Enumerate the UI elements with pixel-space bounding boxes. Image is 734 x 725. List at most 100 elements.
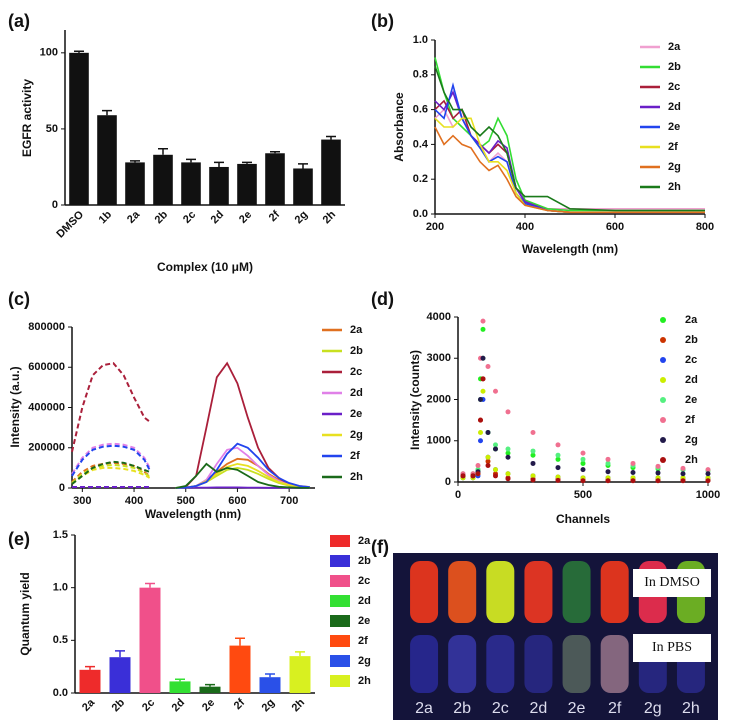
caption: In DMSO bbox=[644, 575, 700, 590]
legend-label: 2e bbox=[685, 394, 697, 406]
point bbox=[630, 460, 636, 466]
point bbox=[580, 467, 586, 473]
x-tick-label: 2a bbox=[125, 208, 143, 226]
x-tick-label: 600 bbox=[228, 495, 246, 507]
error-bar bbox=[242, 161, 252, 164]
line bbox=[434, 57, 705, 212]
bar bbox=[229, 645, 251, 693]
caption-box bbox=[633, 634, 711, 662]
x-axis-label: Channels bbox=[556, 512, 610, 526]
x-tick-label: 500 bbox=[574, 489, 592, 501]
point bbox=[493, 473, 498, 479]
x-tick-label: 2f bbox=[267, 208, 283, 224]
point bbox=[530, 452, 536, 458]
line bbox=[434, 65, 705, 212]
line bbox=[434, 108, 705, 210]
error-bar bbox=[265, 673, 275, 678]
error-bar bbox=[326, 135, 336, 140]
point bbox=[480, 355, 486, 361]
tube bbox=[410, 635, 439, 693]
y-tick-label: 0 bbox=[445, 476, 451, 488]
tube bbox=[562, 635, 591, 693]
legend-label: 2f bbox=[358, 635, 368, 647]
point bbox=[505, 409, 511, 415]
bar bbox=[199, 686, 221, 693]
legend-label: 2d bbox=[668, 101, 681, 113]
x-tick-label: 1b bbox=[97, 208, 115, 226]
emission-line bbox=[175, 442, 310, 489]
legend-label: 2e bbox=[668, 121, 680, 133]
y-axis-label: Quantum yield bbox=[18, 572, 32, 655]
x-tick-label: 2g bbox=[293, 209, 311, 227]
line bbox=[434, 90, 705, 214]
tube bbox=[524, 635, 553, 693]
y-tick-label: 1.5 bbox=[53, 529, 68, 541]
point bbox=[485, 430, 491, 435]
bar bbox=[209, 166, 229, 205]
point bbox=[478, 438, 483, 444]
x-tick-label: 2c bbox=[181, 209, 198, 226]
line bbox=[434, 126, 705, 214]
point bbox=[555, 465, 561, 471]
error-bar bbox=[74, 50, 84, 53]
legend-label: 2b bbox=[350, 345, 363, 357]
y-tick-label: 3000 bbox=[427, 352, 451, 364]
point bbox=[478, 397, 483, 402]
x-tick-label: 500 bbox=[177, 495, 195, 507]
y-tick-label: 100 bbox=[40, 47, 58, 59]
point bbox=[460, 473, 466, 479]
error-bar bbox=[186, 158, 196, 163]
legend-label: 2d bbox=[685, 374, 698, 386]
point bbox=[485, 458, 491, 464]
legend-label: 2c bbox=[358, 575, 370, 587]
x-tick-label: 200 bbox=[426, 221, 444, 233]
point bbox=[530, 430, 536, 435]
point bbox=[680, 465, 686, 471]
panel-label: (e) bbox=[8, 529, 30, 549]
x-tick-label: 2a bbox=[80, 696, 98, 714]
tube bbox=[562, 561, 591, 623]
legend-swatch bbox=[660, 357, 666, 363]
point bbox=[630, 478, 636, 484]
emission-line bbox=[175, 462, 310, 489]
bar bbox=[153, 154, 173, 205]
point bbox=[555, 477, 561, 483]
error-bar bbox=[270, 150, 280, 154]
point bbox=[475, 463, 481, 468]
legend-swatch bbox=[330, 675, 350, 687]
point bbox=[530, 473, 536, 479]
bar bbox=[293, 168, 313, 205]
x-tick-label: 0 bbox=[455, 489, 461, 501]
line bbox=[434, 82, 705, 214]
point bbox=[630, 470, 636, 476]
error-bar bbox=[145, 582, 155, 588]
point bbox=[555, 456, 561, 462]
y-tick-label: 0.0 bbox=[53, 687, 68, 699]
point bbox=[480, 388, 486, 394]
tube bbox=[524, 561, 553, 623]
y-tick-label: 200000 bbox=[28, 442, 65, 454]
x-tick-label: 1000 bbox=[696, 489, 720, 501]
legend-label: 2b bbox=[668, 61, 681, 73]
error-bar bbox=[205, 683, 215, 687]
point bbox=[485, 364, 491, 369]
error-bar bbox=[214, 161, 224, 167]
point bbox=[470, 473, 476, 479]
point bbox=[493, 388, 498, 394]
tube-label: 2g bbox=[644, 700, 662, 717]
legend-label: 2b bbox=[685, 334, 698, 346]
point bbox=[605, 456, 611, 462]
legend-label: 2h bbox=[685, 454, 698, 466]
y-tick-label: 0.5 bbox=[53, 634, 68, 646]
y-tick-label: 1000 bbox=[427, 435, 451, 447]
legend-label: 2d bbox=[350, 387, 363, 399]
panel-label: (d) bbox=[371, 289, 394, 309]
bar bbox=[237, 163, 257, 205]
x-tick-label: 2d bbox=[209, 209, 227, 227]
bar bbox=[69, 52, 89, 206]
point bbox=[580, 450, 586, 456]
y-axis-label: Intensity (a.u.) bbox=[8, 366, 22, 447]
legend-label: 2b bbox=[358, 555, 371, 567]
x-axis-label: Wavelength (nm) bbox=[145, 507, 241, 521]
point bbox=[530, 460, 536, 466]
